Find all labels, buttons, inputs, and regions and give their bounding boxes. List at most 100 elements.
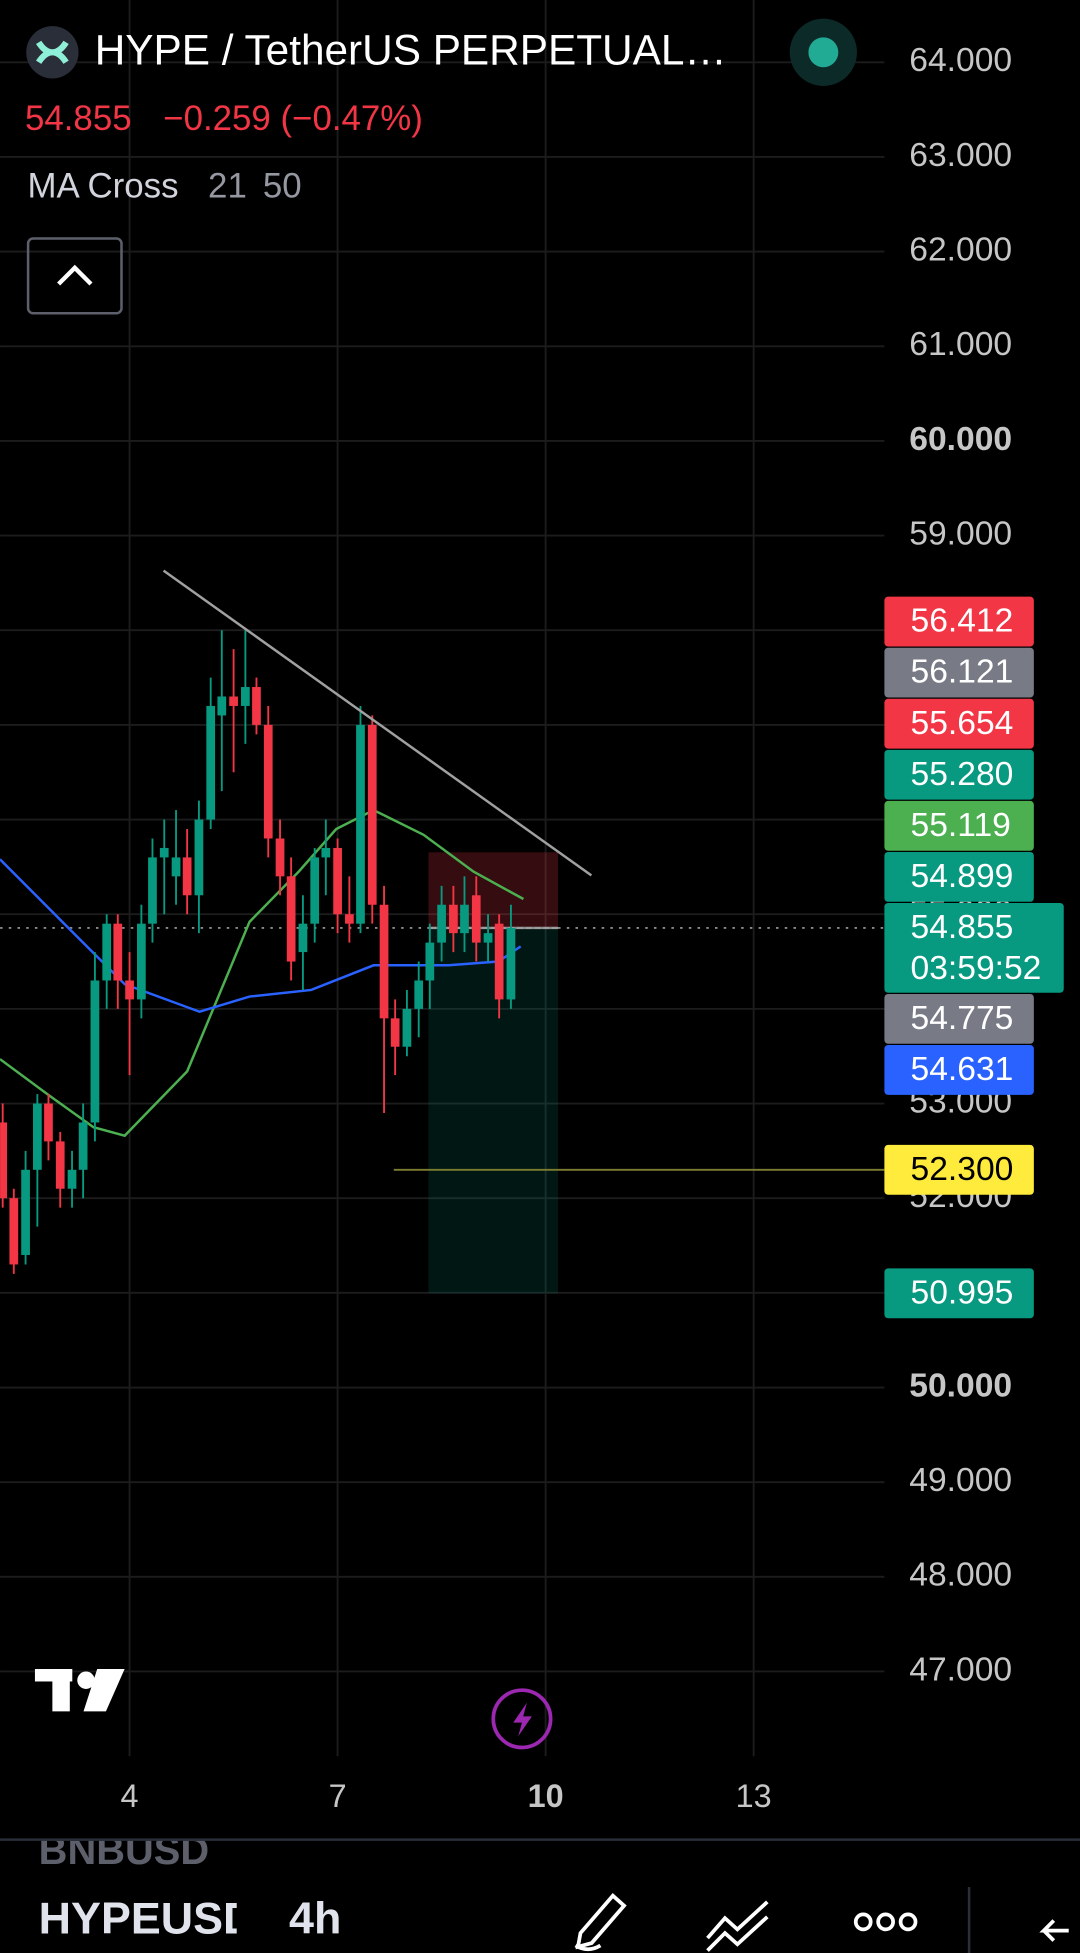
- candle-body: [333, 847, 342, 915]
- candle-body: [102, 923, 112, 981]
- y-tick-label: 61.000: [909, 326, 1012, 363]
- lightning-icon: [513, 1702, 532, 1737]
- candle-body: [345, 914, 354, 924]
- candle-body: [321, 847, 331, 858]
- x-tick-label: 10: [528, 1778, 564, 1814]
- prev-symbol[interactable]: BNBUSD: [39, 1829, 209, 1873]
- price-label-box: [884, 698, 1034, 749]
- candle-body: [44, 1103, 53, 1142]
- candle-body: [483, 933, 493, 943]
- indicator-name[interactable]: MA Cross: [27, 166, 178, 205]
- price-label-box: [884, 1045, 1034, 1095]
- price-label: 54.855: [911, 909, 1014, 946]
- candle-body: [275, 838, 285, 877]
- candle-body: [125, 980, 134, 1000]
- y-tick-label: 47.000: [909, 1651, 1012, 1688]
- back-icon[interactable]: [1039, 1919, 1069, 1942]
- price-change: −0.259 (−0.47%): [163, 99, 423, 138]
- more-icon[interactable]: [853, 1912, 918, 1932]
- indicators-icon[interactable]: [706, 1900, 769, 1952]
- y-tick-label: 48.000: [909, 1557, 1012, 1594]
- x-tick-label: 4: [121, 1778, 139, 1814]
- price-label: 55.119: [911, 807, 1011, 844]
- candle-body: [437, 904, 446, 943]
- candle-body: [206, 705, 216, 820]
- price-label: 56.412: [911, 603, 1014, 640]
- candle-body: [252, 687, 261, 725]
- candle-body: [298, 923, 308, 953]
- candle-body: [171, 857, 181, 877]
- candle-body: [402, 1008, 412, 1047]
- tv-logo: [34, 1669, 125, 1712]
- status-dot: [808, 37, 839, 68]
- candle-body: [506, 927, 516, 1000]
- ma-line: [0, 808, 525, 1138]
- x-axis: 4 7 10 13: [121, 1778, 772, 1814]
- y-tick-label: 60.000: [909, 421, 1012, 458]
- candle-body: [137, 923, 146, 1000]
- chevron-icon: [57, 264, 93, 286]
- candle-body: [90, 980, 100, 1123]
- candle-body: [310, 857, 320, 924]
- price-label-box: [884, 993, 1034, 1044]
- candle-body: [263, 724, 273, 839]
- interval[interactable]: 4h: [289, 1893, 341, 1944]
- candle-body: [390, 1018, 400, 1047]
- x-tick-label: 7: [329, 1778, 347, 1814]
- price-label: 55.654: [911, 705, 1014, 742]
- candle-body: [286, 876, 296, 962]
- candle-body: [113, 923, 123, 981]
- candle-body: [159, 847, 169, 858]
- target-zone: [428, 927, 559, 1294]
- draw-tool-icon[interactable]: [574, 1893, 627, 1952]
- candle-body: [148, 857, 157, 924]
- symbol-logo-mark: [36, 40, 69, 64]
- trend-line: [162, 569, 593, 877]
- candle-body: [356, 724, 365, 924]
- candle-body: [379, 904, 389, 1019]
- price-label: 55.280: [911, 756, 1014, 793]
- x-tick-label: 13: [736, 1778, 772, 1814]
- indicator-param: 50: [263, 166, 302, 205]
- price-label-box: [884, 1268, 1034, 1319]
- ma-line: [0, 858, 522, 1014]
- price-label: 54.775: [911, 1000, 1014, 1037]
- price-label: 54.899: [911, 858, 1014, 895]
- candle-body: [425, 942, 435, 981]
- candle-body: [55, 1141, 65, 1189]
- price-label-box: [884, 903, 1064, 993]
- replay-button[interactable]: [491, 1688, 553, 1750]
- prev-symbol-wrap: BNBUSD: [39, 1829, 209, 1873]
- candle-body: [9, 1198, 19, 1265]
- candle-body: [367, 724, 377, 905]
- candle-body: [21, 1169, 30, 1255]
- y-tick-label: 49.000: [909, 1462, 1012, 1499]
- price-label: 54.631: [911, 1051, 1014, 1088]
- price-label-box: [884, 596, 1034, 647]
- plot-area: [0, 569, 885, 1294]
- y-tick-label: 63.000: [909, 137, 1012, 174]
- price-labels: 56.412 56.121 55.654 55.280 55.119 54.899 54.8…: [884, 596, 1064, 1319]
- grid: [0, 0, 885, 1757]
- price-label-box: [884, 749, 1034, 800]
- price-label-box: [884, 647, 1034, 698]
- countdown: 03:59:52: [911, 950, 1042, 987]
- symbol[interactable]: HYPEUSD: [39, 1893, 256, 1944]
- candle-body: [182, 857, 192, 896]
- y-tick-label: 50.000: [909, 1367, 1012, 1404]
- stop-zone: [428, 852, 559, 928]
- candle-body: [194, 819, 204, 896]
- collapse-button[interactable]: [26, 237, 123, 315]
- symbol-wrap: HYPEUSD: [39, 1893, 256, 1944]
- candle-body: [460, 904, 469, 934]
- last-price: 54.855: [25, 99, 132, 138]
- candle-body: [0, 1122, 8, 1199]
- candle-body: [78, 1122, 88, 1170]
- price-label-box: [884, 851, 1034, 902]
- price-label: 50.995: [911, 1274, 1014, 1311]
- y-tick-label: 62.000: [909, 231, 1012, 268]
- symbol-title[interactable]: HYPE / TetherUS PERPETUAL…: [95, 27, 727, 74]
- candle-body: [241, 687, 250, 706]
